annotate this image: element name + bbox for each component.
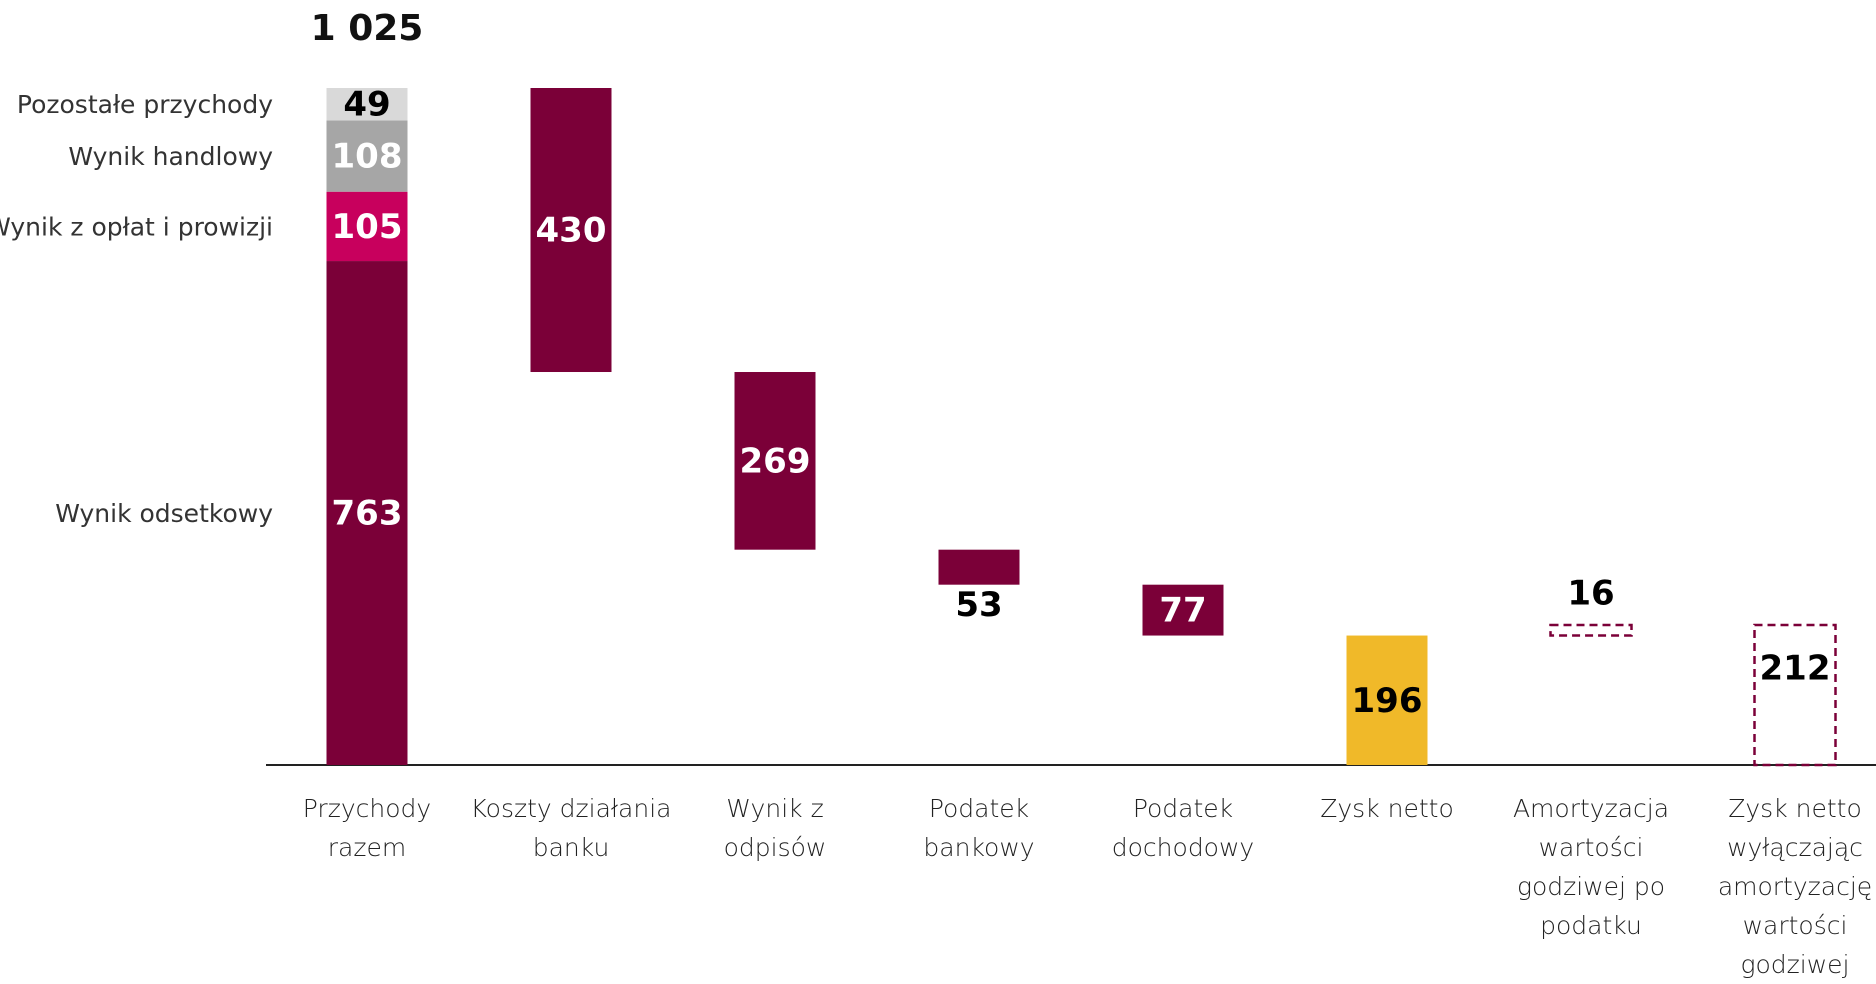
data-label: 212 bbox=[1760, 648, 1831, 688]
x-tick-label: Zysk netto wyłączając amortyzację wartoś… bbox=[1717, 794, 1873, 979]
stack-segment bbox=[326, 88, 408, 121]
bar bbox=[1142, 584, 1224, 636]
data-label: 105 bbox=[332, 207, 403, 247]
data-label: 763 bbox=[332, 494, 403, 534]
legend-label: Wynik odsetkowy bbox=[55, 499, 273, 528]
x-tick-label: Przychody razem bbox=[302, 794, 432, 862]
x-tick-label: Wynik z odpisów bbox=[723, 794, 827, 862]
bar bbox=[1549, 623, 1633, 637]
total-label: 1 025 bbox=[311, 8, 424, 49]
legend-label: Wynik z opłat i prowizji bbox=[0, 212, 273, 241]
data-label: 269 bbox=[740, 441, 811, 481]
data-label: 430 bbox=[536, 211, 607, 251]
data-label: 16 bbox=[1567, 573, 1614, 613]
bar bbox=[1753, 623, 1837, 767]
data-label: 53 bbox=[955, 585, 1002, 625]
data-label: 49 bbox=[343, 85, 390, 125]
bar bbox=[1346, 635, 1428, 765]
data-label: 77 bbox=[1159, 591, 1206, 631]
x-tick-label: Amortyzacja wartości godziwej po podatku bbox=[1512, 794, 1670, 940]
data-label: 108 bbox=[332, 137, 403, 177]
stack-segment bbox=[326, 191, 408, 262]
x-tick-label: Koszty działania banku bbox=[470, 794, 672, 862]
bar bbox=[938, 549, 1020, 585]
stack-segment bbox=[326, 120, 408, 192]
legend-label: Wynik handlowy bbox=[68, 142, 273, 171]
bar bbox=[530, 88, 612, 373]
x-tick-label: Podatek dochodowy bbox=[1111, 794, 1255, 862]
bar bbox=[734, 372, 816, 550]
legend-label: Pozostałe przychody bbox=[17, 90, 273, 119]
x-tick-label: Zysk netto bbox=[1320, 794, 1454, 823]
stack-segment bbox=[326, 261, 408, 765]
x-tick-label: Podatek bankowy bbox=[923, 794, 1035, 862]
data-label: 196 bbox=[1352, 681, 1423, 721]
